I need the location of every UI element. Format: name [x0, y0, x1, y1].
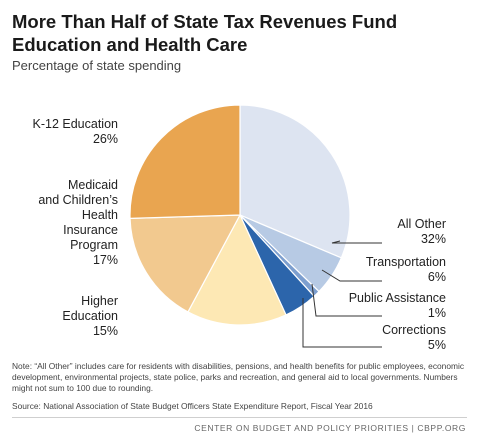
label-public-assistance-line: Public Assistance — [349, 291, 446, 305]
label-medicaid-and-children-s-health-insurance-program-line: Health — [82, 208, 118, 222]
label-transportation-line: Transportation — [366, 255, 446, 269]
label-all-other: All Other — [397, 217, 446, 231]
label-k-12-education-value: 26% — [93, 132, 118, 146]
chart-title-line-2: Education and Health Care — [12, 34, 248, 55]
pie-slice-medicaid-and-children-s-health-insurance-program — [129, 214, 242, 313]
label-transportation: Transportation — [366, 255, 446, 269]
label-higher-education: Higher Education — [62, 294, 118, 323]
label-higher-education-value: 15% — [93, 324, 118, 338]
label-medicaid-and-children-s-health-insurance-program: Medicaid and Children’s Health Insurance Pro… — [38, 178, 118, 252]
chart-source: Source: National Association of State Bu… — [12, 401, 373, 411]
label-all-other-line: All Other — [397, 217, 446, 231]
footer-site: CBPP.ORG — [417, 423, 466, 433]
footer-divider — [12, 417, 467, 418]
footer-org: CENTER ON BUDGET AND POLICY PRIORITIES — [194, 423, 409, 433]
pie-slices — [129, 104, 351, 326]
label-corrections-line: Corrections — [382, 323, 446, 337]
label-corrections-value: 5% — [428, 338, 446, 352]
label-higher-education-line: Education — [62, 309, 118, 323]
pie-slice-all-other — [239, 104, 351, 259]
leader-line-all-other — [331, 240, 382, 244]
label-public-assistance: Public Assistance — [349, 291, 446, 305]
footer-separator: | — [411, 423, 415, 433]
label-corrections: Corrections — [382, 323, 446, 337]
label-medicaid-and-children-s-health-insurance-program-line: Program — [70, 238, 118, 252]
pie-slice-k-12-education — [129, 104, 241, 220]
chart-subtitle: Percentage of state spending — [12, 58, 182, 73]
leader-line-corrections — [302, 298, 382, 348]
leader-line-transportation — [321, 269, 382, 282]
leader-line-public-assistance — [311, 283, 382, 317]
pie-slice-higher-education — [187, 213, 287, 326]
chart-note: Note: “All Other” includes care for resi… — [12, 361, 465, 393]
label-k-12-education-line: K-12 Education — [33, 117, 119, 131]
chart-title: More Than Half of State Tax Revenues Fun… — [12, 10, 452, 56]
leader-lines — [302, 240, 382, 348]
label-medicaid-and-children-s-health-insurance-program-line: Medicaid — [68, 178, 118, 192]
label-k-12-education: K-12 Education — [33, 117, 119, 131]
label-public-assistance-value: 1% — [428, 306, 446, 320]
label-medicaid-and-children-s-health-insurance-program-line: and Children’s — [38, 193, 118, 207]
label-all-other-value: 32% — [421, 232, 446, 246]
label-medicaid-and-children-s-health-insurance-program-value: 17% — [93, 253, 118, 267]
label-higher-education-line: Higher — [81, 294, 118, 308]
label-transportation-value: 6% — [428, 270, 446, 284]
chart-title-line-1: More Than Half of State Tax Revenues Fun… — [12, 11, 398, 32]
footer: CENTER ON BUDGET AND POLICY PRIORITIES | C… — [194, 423, 466, 433]
label-medicaid-and-children-s-health-insurance-program-line: Insurance — [63, 223, 118, 237]
